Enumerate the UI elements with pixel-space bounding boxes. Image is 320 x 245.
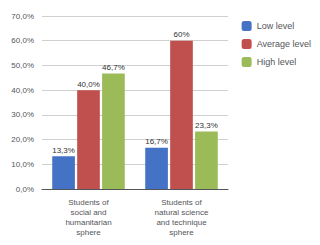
svg-text:social and: social and	[70, 208, 106, 217]
svg-text:40,0%: 40,0%	[11, 86, 34, 95]
svg-text:natural science: natural science	[155, 208, 209, 217]
svg-text:Students of: Students of	[68, 198, 109, 207]
svg-text:40,0%: 40,0%	[77, 80, 100, 89]
svg-text:50,0%: 50,0%	[11, 61, 34, 70]
svg-text:and technique: and technique	[156, 218, 207, 227]
svg-text:sphere: sphere	[169, 228, 194, 237]
svg-text:16,7%: 16,7%	[145, 137, 168, 146]
svg-text:humanitarian: humanitarian	[65, 218, 111, 227]
svg-text:23,3%: 23,3%	[195, 121, 218, 130]
svg-text:Low level: Low level	[257, 21, 295, 31]
svg-text:20,0%: 20,0%	[11, 135, 34, 144]
svg-text:High level: High level	[257, 57, 297, 67]
svg-text:Students of: Students of	[161, 198, 202, 207]
svg-text:60,0%: 60,0%	[11, 36, 34, 45]
svg-text:30,0%: 30,0%	[11, 110, 34, 119]
svg-text:10,0%: 10,0%	[11, 160, 34, 169]
svg-text:13,3%: 13,3%	[52, 146, 75, 155]
svg-text:46,7%: 46,7%	[102, 63, 125, 72]
svg-text:0,0%: 0,0%	[16, 185, 34, 194]
svg-text:60%: 60%	[173, 30, 189, 39]
svg-text:70,0%: 70,0%	[11, 12, 34, 21]
svg-text:Average level: Average level	[257, 39, 311, 49]
svg-text:sphere: sphere	[76, 228, 101, 237]
